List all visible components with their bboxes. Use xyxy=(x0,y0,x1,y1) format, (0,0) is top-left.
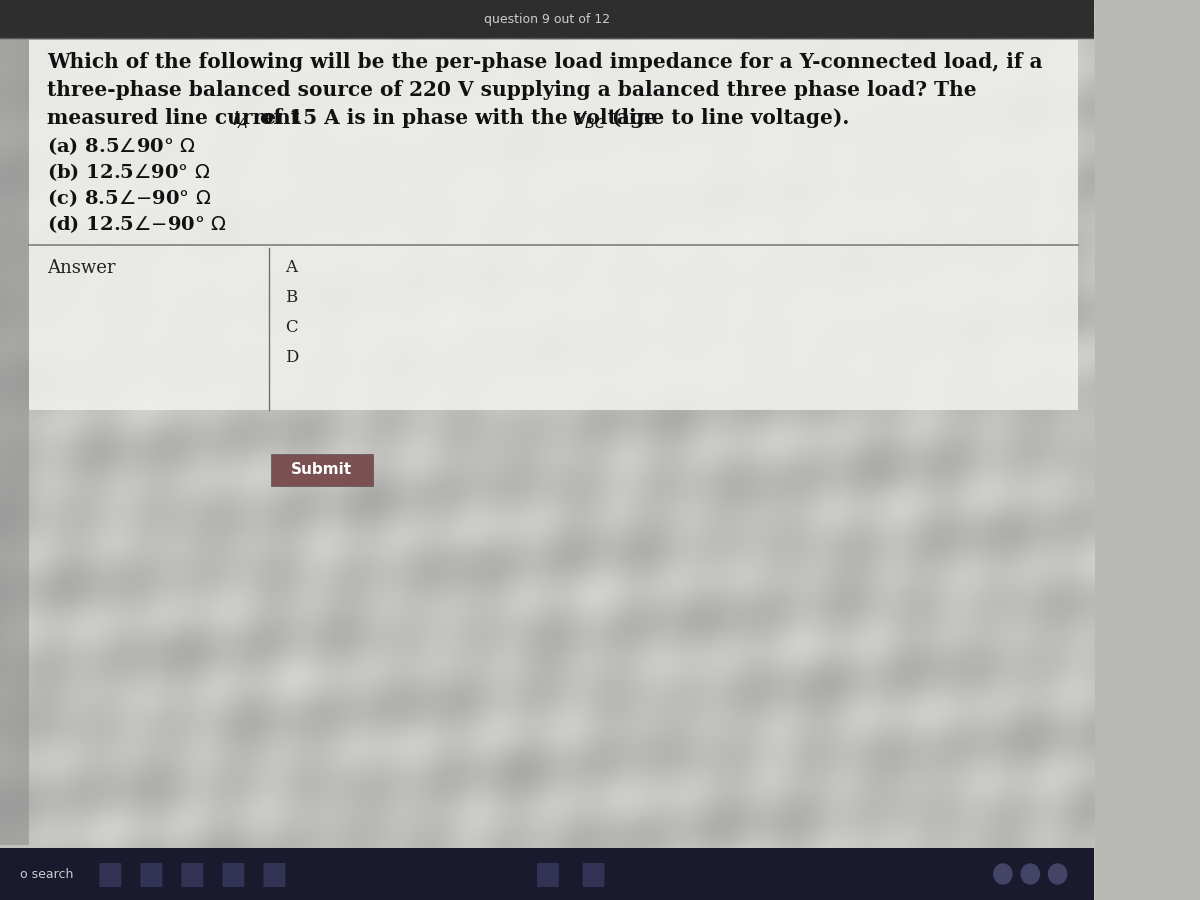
FancyBboxPatch shape xyxy=(271,454,373,486)
Text: (d) 12.5$\angle$$-$90° $\Omega$: (d) 12.5$\angle$$-$90° $\Omega$ xyxy=(48,213,227,235)
Text: $V_{BC}$: $V_{BC}$ xyxy=(571,110,606,130)
FancyBboxPatch shape xyxy=(222,863,245,887)
Text: B: B xyxy=(286,290,298,307)
Text: of 15 A is in phase with the voltage: of 15 A is in phase with the voltage xyxy=(253,108,665,128)
FancyBboxPatch shape xyxy=(140,863,162,887)
Text: Answer: Answer xyxy=(48,259,116,277)
Text: three-phase balanced source of 220 V supplying a balanced three phase load? The: three-phase balanced source of 220 V sup… xyxy=(48,80,977,100)
FancyBboxPatch shape xyxy=(181,863,203,887)
Text: Which of the following will be the per-phase load impedance for a Y-connected lo: Which of the following will be the per-p… xyxy=(48,52,1043,72)
FancyBboxPatch shape xyxy=(100,863,121,887)
Text: (line to line voltage).: (line to line voltage). xyxy=(605,108,850,128)
Text: (b) 12.5$\angle$90° $\Omega$: (b) 12.5$\angle$90° $\Omega$ xyxy=(48,161,211,183)
Text: C: C xyxy=(286,320,298,337)
Text: (a) 8.5$\angle$90° $\Omega$: (a) 8.5$\angle$90° $\Omega$ xyxy=(48,135,197,157)
FancyBboxPatch shape xyxy=(264,863,286,887)
Text: measured line current: measured line current xyxy=(48,108,307,128)
Circle shape xyxy=(1049,864,1067,884)
FancyBboxPatch shape xyxy=(538,863,559,887)
Text: A: A xyxy=(286,259,298,276)
Text: D: D xyxy=(286,349,299,366)
FancyBboxPatch shape xyxy=(582,863,605,887)
Circle shape xyxy=(1021,864,1039,884)
FancyBboxPatch shape xyxy=(0,38,29,845)
Text: o search: o search xyxy=(20,868,73,880)
FancyBboxPatch shape xyxy=(0,848,1094,900)
Text: $I_A$: $I_A$ xyxy=(232,110,248,130)
Circle shape xyxy=(994,864,1012,884)
FancyBboxPatch shape xyxy=(0,0,1094,38)
FancyBboxPatch shape xyxy=(29,40,1078,410)
Text: question 9 out of 12: question 9 out of 12 xyxy=(484,13,610,25)
Text: (c) 8.5$\angle$$-$90° $\Omega$: (c) 8.5$\angle$$-$90° $\Omega$ xyxy=(48,187,212,209)
Text: Submit: Submit xyxy=(292,463,353,478)
